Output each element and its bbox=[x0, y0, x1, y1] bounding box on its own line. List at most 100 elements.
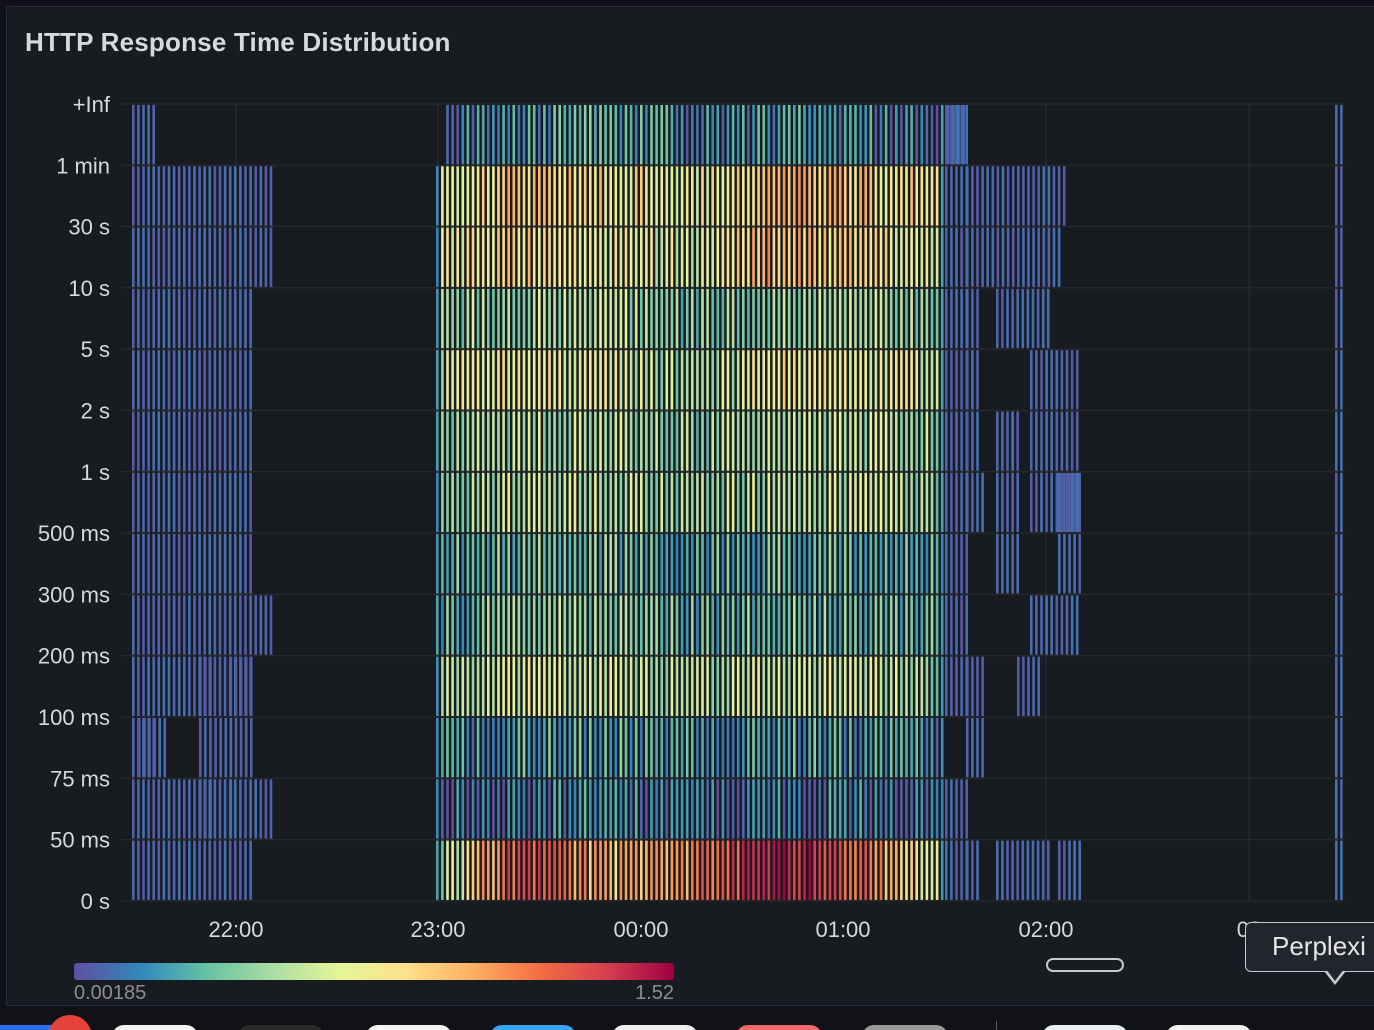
heatmap-cell bbox=[640, 105, 643, 165]
heatmap-cell bbox=[838, 718, 842, 778]
heatmap-cell bbox=[517, 779, 521, 839]
heatmap-cell bbox=[711, 105, 714, 165]
heatmap-cell bbox=[446, 534, 449, 594]
heatmap-cell bbox=[803, 779, 806, 839]
heatmap-cell bbox=[767, 166, 771, 226]
heatmap-cell bbox=[1001, 166, 1005, 226]
heatmap-cell bbox=[640, 656, 643, 716]
heatmap-cell bbox=[1031, 840, 1035, 900]
heatmap-cell bbox=[793, 288, 796, 349]
heatmap-cell bbox=[573, 534, 577, 594]
heatmap-cell bbox=[905, 350, 908, 410]
heatmap-cell bbox=[589, 595, 592, 655]
heatmap-cell bbox=[828, 595, 832, 655]
heatmap-cell bbox=[137, 534, 140, 594]
heatmap-cell bbox=[823, 656, 827, 716]
heatmap-cell bbox=[573, 350, 577, 410]
heatmap-cell bbox=[660, 779, 663, 839]
dock-app-icon[interactable] bbox=[238, 1025, 324, 1030]
heatmap-cell bbox=[624, 656, 628, 716]
dock-app-icon[interactable] bbox=[1042, 1025, 1128, 1030]
heatmap-cell bbox=[487, 534, 490, 594]
heatmap-cell bbox=[752, 411, 755, 471]
heatmap-cell bbox=[665, 595, 669, 655]
heatmap-cell bbox=[517, 227, 521, 287]
dock-app-icon[interactable] bbox=[0, 1025, 66, 1030]
heatmap-cell bbox=[793, 350, 796, 410]
heatmap-cell bbox=[793, 472, 796, 533]
heatmap-cell bbox=[538, 227, 541, 287]
heatmap-cell bbox=[650, 105, 653, 165]
heatmap-cell bbox=[650, 534, 653, 594]
dock bbox=[0, 1007, 1374, 1030]
heatmap-cell bbox=[492, 779, 495, 839]
heatmap-cell bbox=[436, 534, 439, 594]
heatmap-cell bbox=[218, 656, 222, 716]
heatmap-cell bbox=[650, 350, 653, 410]
heatmap-cell bbox=[1055, 350, 1059, 410]
heatmap-cell bbox=[583, 288, 587, 349]
heatmap-cell bbox=[183, 534, 186, 594]
heatmap-cell bbox=[777, 779, 781, 839]
heatmap-cell bbox=[198, 534, 201, 594]
heatmap-cell bbox=[844, 840, 847, 900]
heatmap-cell bbox=[813, 779, 816, 839]
heatmap-cell bbox=[502, 718, 505, 778]
legend-scroll-handle[interactable] bbox=[1046, 958, 1124, 972]
heatmap-cell bbox=[910, 166, 913, 226]
heatmap-cell bbox=[910, 840, 913, 900]
dock-app-icon[interactable] bbox=[862, 1025, 948, 1030]
heatmap-cell bbox=[553, 595, 556, 655]
heatmap-cell bbox=[900, 472, 903, 533]
heatmap-cell bbox=[563, 718, 567, 778]
heatmap-cell bbox=[793, 534, 796, 594]
heatmap-cell bbox=[609, 411, 612, 471]
heatmap-cell bbox=[481, 595, 485, 655]
dock-app-icon[interactable] bbox=[612, 1025, 698, 1030]
heatmap-cell bbox=[849, 534, 852, 594]
dock-app-icon[interactable] bbox=[736, 1025, 822, 1030]
heatmap-cell bbox=[645, 227, 648, 287]
heatmap-cell bbox=[527, 472, 531, 533]
heatmap-cell bbox=[1011, 166, 1015, 226]
heatmap-cell bbox=[849, 227, 852, 287]
heatmap-cell bbox=[1340, 227, 1343, 287]
heatmap-cell bbox=[239, 595, 242, 655]
heatmap-cell bbox=[157, 656, 161, 716]
heatmap-cell bbox=[854, 166, 857, 226]
dock-app-icon[interactable] bbox=[366, 1025, 452, 1030]
heatmap-cell bbox=[1030, 595, 1033, 655]
heatmap-cell bbox=[675, 105, 679, 165]
heatmap-cell bbox=[660, 350, 663, 410]
heatmap-cell bbox=[966, 840, 969, 900]
heatmap-cell bbox=[198, 350, 201, 410]
heatmap-cell bbox=[1055, 595, 1059, 655]
heatmap-cell bbox=[777, 840, 781, 900]
heatmap-cell bbox=[1335, 718, 1338, 778]
heatmap-cell bbox=[665, 227, 669, 287]
heatmap-cell bbox=[849, 718, 852, 778]
dock-app-icon[interactable] bbox=[1166, 1025, 1252, 1030]
heatmap-cell bbox=[731, 656, 735, 716]
heatmap-cell bbox=[823, 166, 827, 226]
heatmap-cell bbox=[854, 779, 857, 839]
heatmap-cell bbox=[563, 779, 567, 839]
heatmap-cell bbox=[451, 656, 454, 716]
heatmap-cell bbox=[522, 350, 526, 410]
dock-app-icon[interactable] bbox=[490, 1025, 576, 1030]
dock-app-icon[interactable] bbox=[112, 1025, 198, 1030]
heatmap-cell bbox=[874, 166, 878, 226]
heatmap-cell bbox=[864, 411, 867, 471]
heatmap-cell bbox=[568, 227, 572, 287]
heatmap-cell bbox=[701, 595, 704, 655]
heatmap-cell bbox=[960, 105, 963, 165]
heatmap-cell bbox=[910, 595, 913, 655]
heatmap-cell bbox=[558, 840, 561, 900]
heatmap-cell bbox=[229, 718, 233, 778]
heatmap-cell bbox=[218, 472, 222, 533]
heatmap-cell bbox=[476, 840, 480, 900]
heatmap-cell bbox=[1075, 411, 1079, 471]
heatmap-cell bbox=[527, 288, 531, 349]
heatmap-cell bbox=[762, 595, 765, 655]
